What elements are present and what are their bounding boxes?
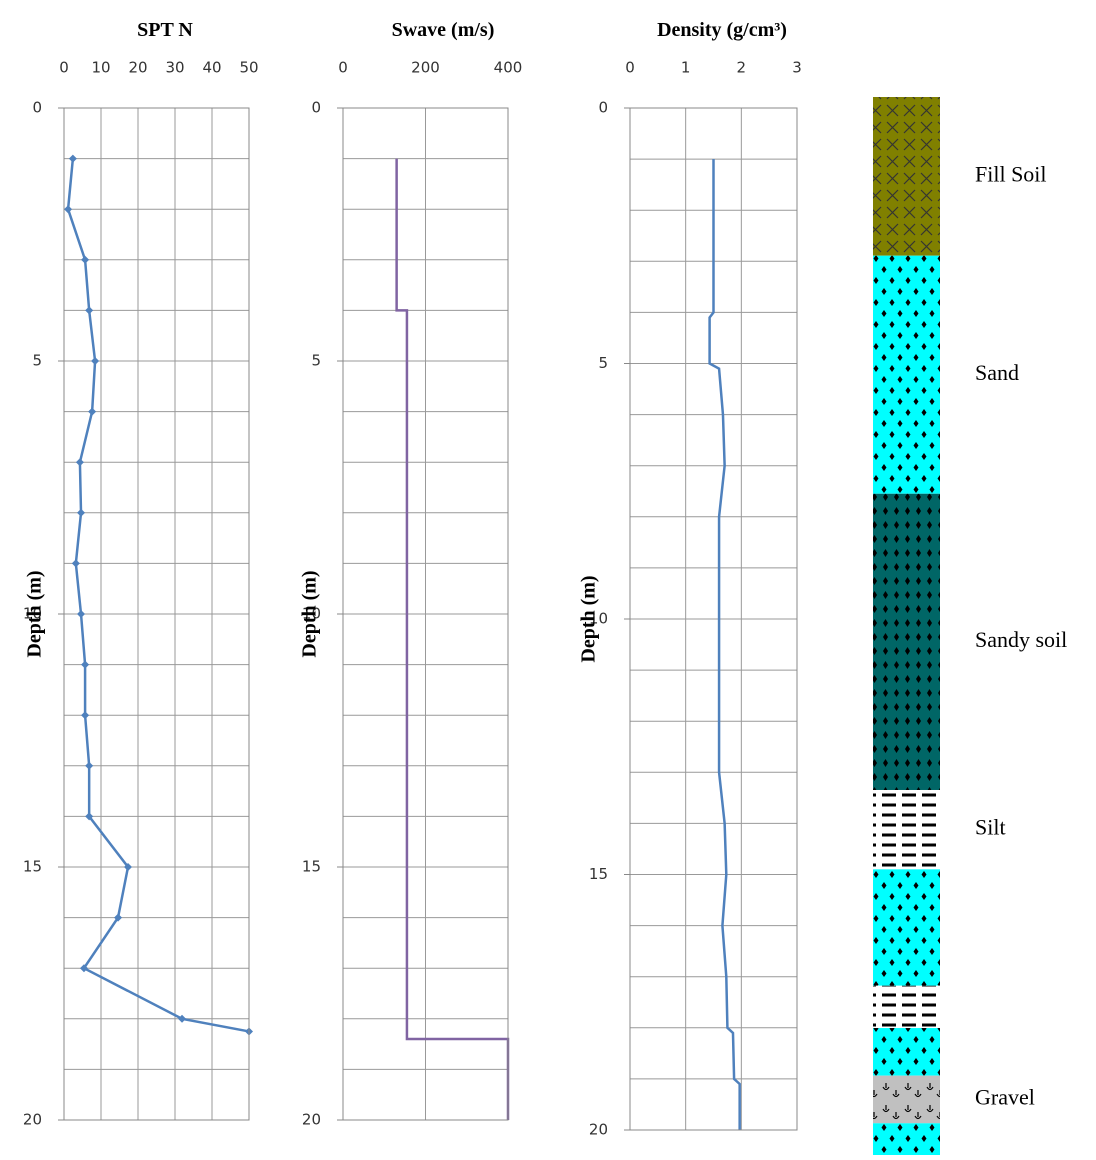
y-tick-label: 20 xyxy=(302,1111,321,1129)
soil-label: Sand xyxy=(975,360,1019,385)
soil-layer xyxy=(873,1075,940,1124)
y-tick-label: 20 xyxy=(23,1111,42,1129)
x-tick-label: 30 xyxy=(165,59,184,77)
x-tick-label: 2 xyxy=(737,59,747,77)
soil-layer xyxy=(873,1028,940,1076)
y-tick-label: 10 xyxy=(23,605,42,623)
point xyxy=(68,154,77,163)
soil-layer xyxy=(873,255,940,494)
soil-label: Silt xyxy=(975,815,1006,840)
point xyxy=(75,458,84,467)
x-tick-label: 1 xyxy=(681,59,691,77)
y-tick-label: 0 xyxy=(32,99,42,117)
point xyxy=(81,660,90,669)
y-axis-label: Depth (m) xyxy=(299,570,321,657)
y-tick-label: 0 xyxy=(311,99,321,117)
x-tick-label: 400 xyxy=(494,59,523,77)
point xyxy=(178,1014,187,1023)
point xyxy=(85,812,94,821)
soil-layer xyxy=(873,869,940,986)
x-tick-label: 0 xyxy=(59,59,69,77)
chart-title: SPT N xyxy=(137,19,193,41)
plot-frame xyxy=(63,107,250,1121)
y-tick-label: 10 xyxy=(589,610,608,628)
x-tick-label: 40 xyxy=(202,59,221,77)
point xyxy=(77,508,86,517)
point xyxy=(124,863,133,871)
point xyxy=(79,964,88,973)
point xyxy=(71,559,80,568)
x-tick-label: 20 xyxy=(128,59,147,77)
soil-layer xyxy=(873,985,940,1029)
soil-layer xyxy=(873,493,940,790)
x-tick-label: 200 xyxy=(411,59,440,77)
point xyxy=(64,205,73,214)
plot-frame xyxy=(342,107,509,1121)
y-axis-label: Depth (m) xyxy=(24,570,46,657)
plot-frame xyxy=(629,107,798,1131)
soil-layer xyxy=(873,97,940,256)
y-tick-label: 15 xyxy=(23,858,42,876)
y-axis-label: Depth (m) xyxy=(578,575,600,662)
point xyxy=(91,357,100,365)
series-line xyxy=(395,158,510,1120)
chart-title: Density (g/cm³) xyxy=(657,19,787,41)
point xyxy=(81,255,90,264)
y-tick-label: 10 xyxy=(302,605,321,623)
x-tick-label: 0 xyxy=(625,59,635,77)
x-tick-label: 50 xyxy=(239,59,258,77)
soil-label: Fill Soil xyxy=(975,161,1047,186)
y-tick-label: 5 xyxy=(32,352,42,370)
point xyxy=(88,407,97,416)
point xyxy=(77,610,86,618)
chart-title: Swave (m/s) xyxy=(392,19,495,41)
y-tick-label: 20 xyxy=(589,1121,608,1139)
y-tick-label: 15 xyxy=(302,858,321,876)
soil-layer xyxy=(873,1123,940,1155)
soil-label: Sandy soil xyxy=(975,627,1067,652)
y-tick-label: 0 xyxy=(598,99,608,117)
soil-layer xyxy=(873,789,940,870)
point xyxy=(85,306,94,315)
y-tick-label: 15 xyxy=(589,865,608,883)
series-line xyxy=(708,159,741,1130)
y-tick-label: 5 xyxy=(598,354,608,372)
point xyxy=(81,711,90,720)
x-tick-label: 0 xyxy=(338,59,348,77)
soil-label: Gravel xyxy=(975,1085,1035,1110)
x-tick-label: 10 xyxy=(91,59,110,77)
x-tick-label: 3 xyxy=(792,59,802,77)
point xyxy=(114,913,123,922)
point xyxy=(85,761,94,770)
series-line xyxy=(66,158,250,1033)
y-tick-label: 5 xyxy=(311,352,321,370)
